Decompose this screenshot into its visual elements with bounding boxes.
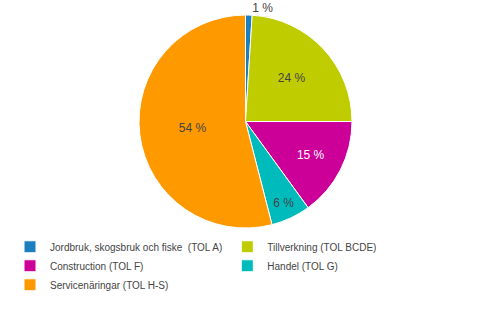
svg-text:15 %: 15 %	[297, 148, 325, 162]
svg-text:54 %: 54 %	[179, 121, 207, 135]
svg-text:24 %: 24 %	[278, 71, 306, 85]
svg-text:1 %: 1 %	[252, 1, 273, 15]
svg-text:Tillverkning (TOL BCDE): Tillverkning (TOL BCDE)	[267, 242, 376, 253]
svg-text:6 %: 6 %	[273, 196, 294, 210]
svg-text:Servicenäringar (TOL H-S): Servicenäringar (TOL H-S)	[50, 280, 168, 291]
svg-text:Jordbruk, skogsbruk och fiske: Jordbruk, skogsbruk och fiske (TOL A)	[50, 242, 222, 253]
svg-text:Construction (TOL F): Construction (TOL F)	[50, 261, 143, 272]
svg-text:Handel (TOL G): Handel (TOL G)	[267, 261, 338, 272]
